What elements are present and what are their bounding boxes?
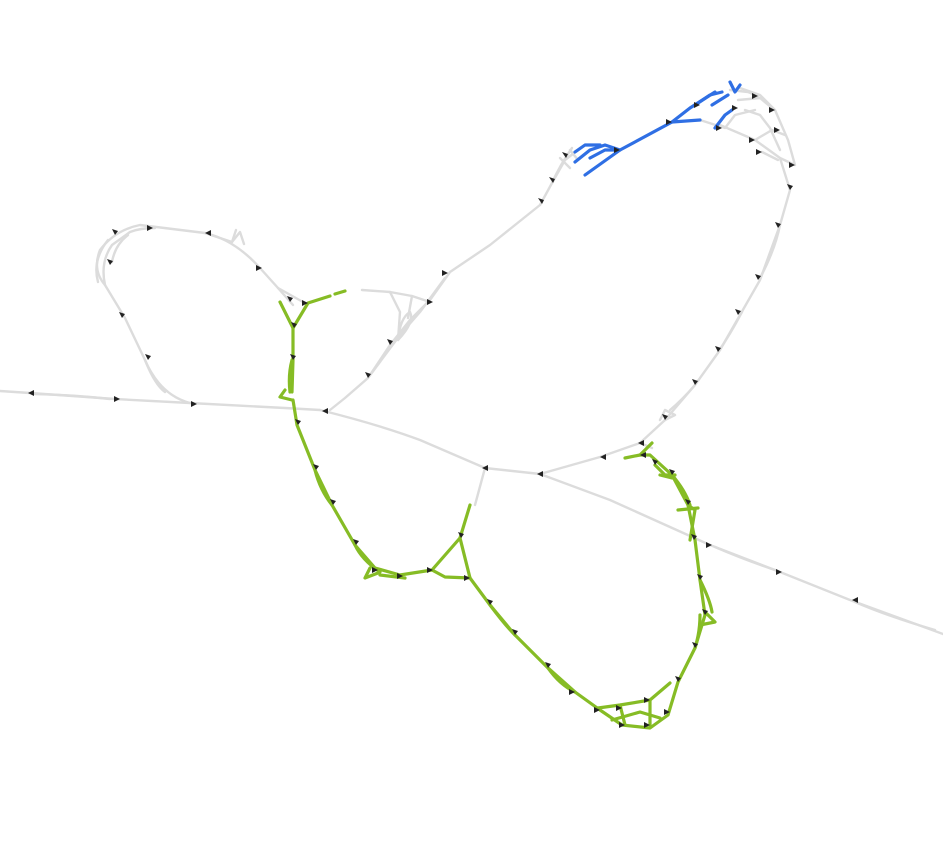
- arrowhead-group: [28, 93, 858, 728]
- graph-edge: [335, 291, 345, 294]
- graph-edge: [718, 312, 742, 352]
- graph-edge: [104, 228, 155, 285]
- arrowhead-marker: [706, 542, 712, 548]
- arrowhead-marker: [322, 408, 328, 414]
- graph-edge: [598, 683, 670, 708]
- graph-edge: [738, 98, 772, 108]
- graph-edge: [640, 125, 790, 443]
- graph-edge: [320, 410, 540, 474]
- graph-edge: [460, 538, 470, 578]
- arrowhead-marker: [756, 149, 762, 155]
- graph-edge: [715, 547, 778, 571]
- graph-edge: [755, 130, 785, 140]
- graph-edge: [670, 385, 695, 410]
- arrowhead-marker: [191, 401, 197, 407]
- graph-edge: [470, 455, 705, 728]
- graph-edge: [475, 468, 485, 505]
- graph-edge: [490, 605, 515, 635]
- arrowhead-marker: [537, 471, 543, 477]
- graph-edge: [695, 615, 700, 648]
- graph-edge: [362, 290, 430, 302]
- arrowhead-marker: [776, 569, 782, 575]
- graph-edge: [678, 508, 698, 510]
- arrowhead-marker: [732, 105, 738, 111]
- graph-edge: [330, 205, 540, 410]
- graph-edge: [700, 612, 715, 625]
- graph-edge: [280, 296, 330, 328]
- graph-edge: [35, 394, 110, 399]
- blue-edge-group: [575, 82, 740, 175]
- green-edge-group: [280, 291, 715, 728]
- graph-edge: [612, 712, 660, 720]
- default-edge-group: [0, 88, 943, 634]
- graph-edge: [540, 474, 943, 634]
- arrowhead-marker: [114, 396, 120, 402]
- graph-edge: [712, 95, 728, 105]
- arrowhead-marker: [28, 390, 34, 396]
